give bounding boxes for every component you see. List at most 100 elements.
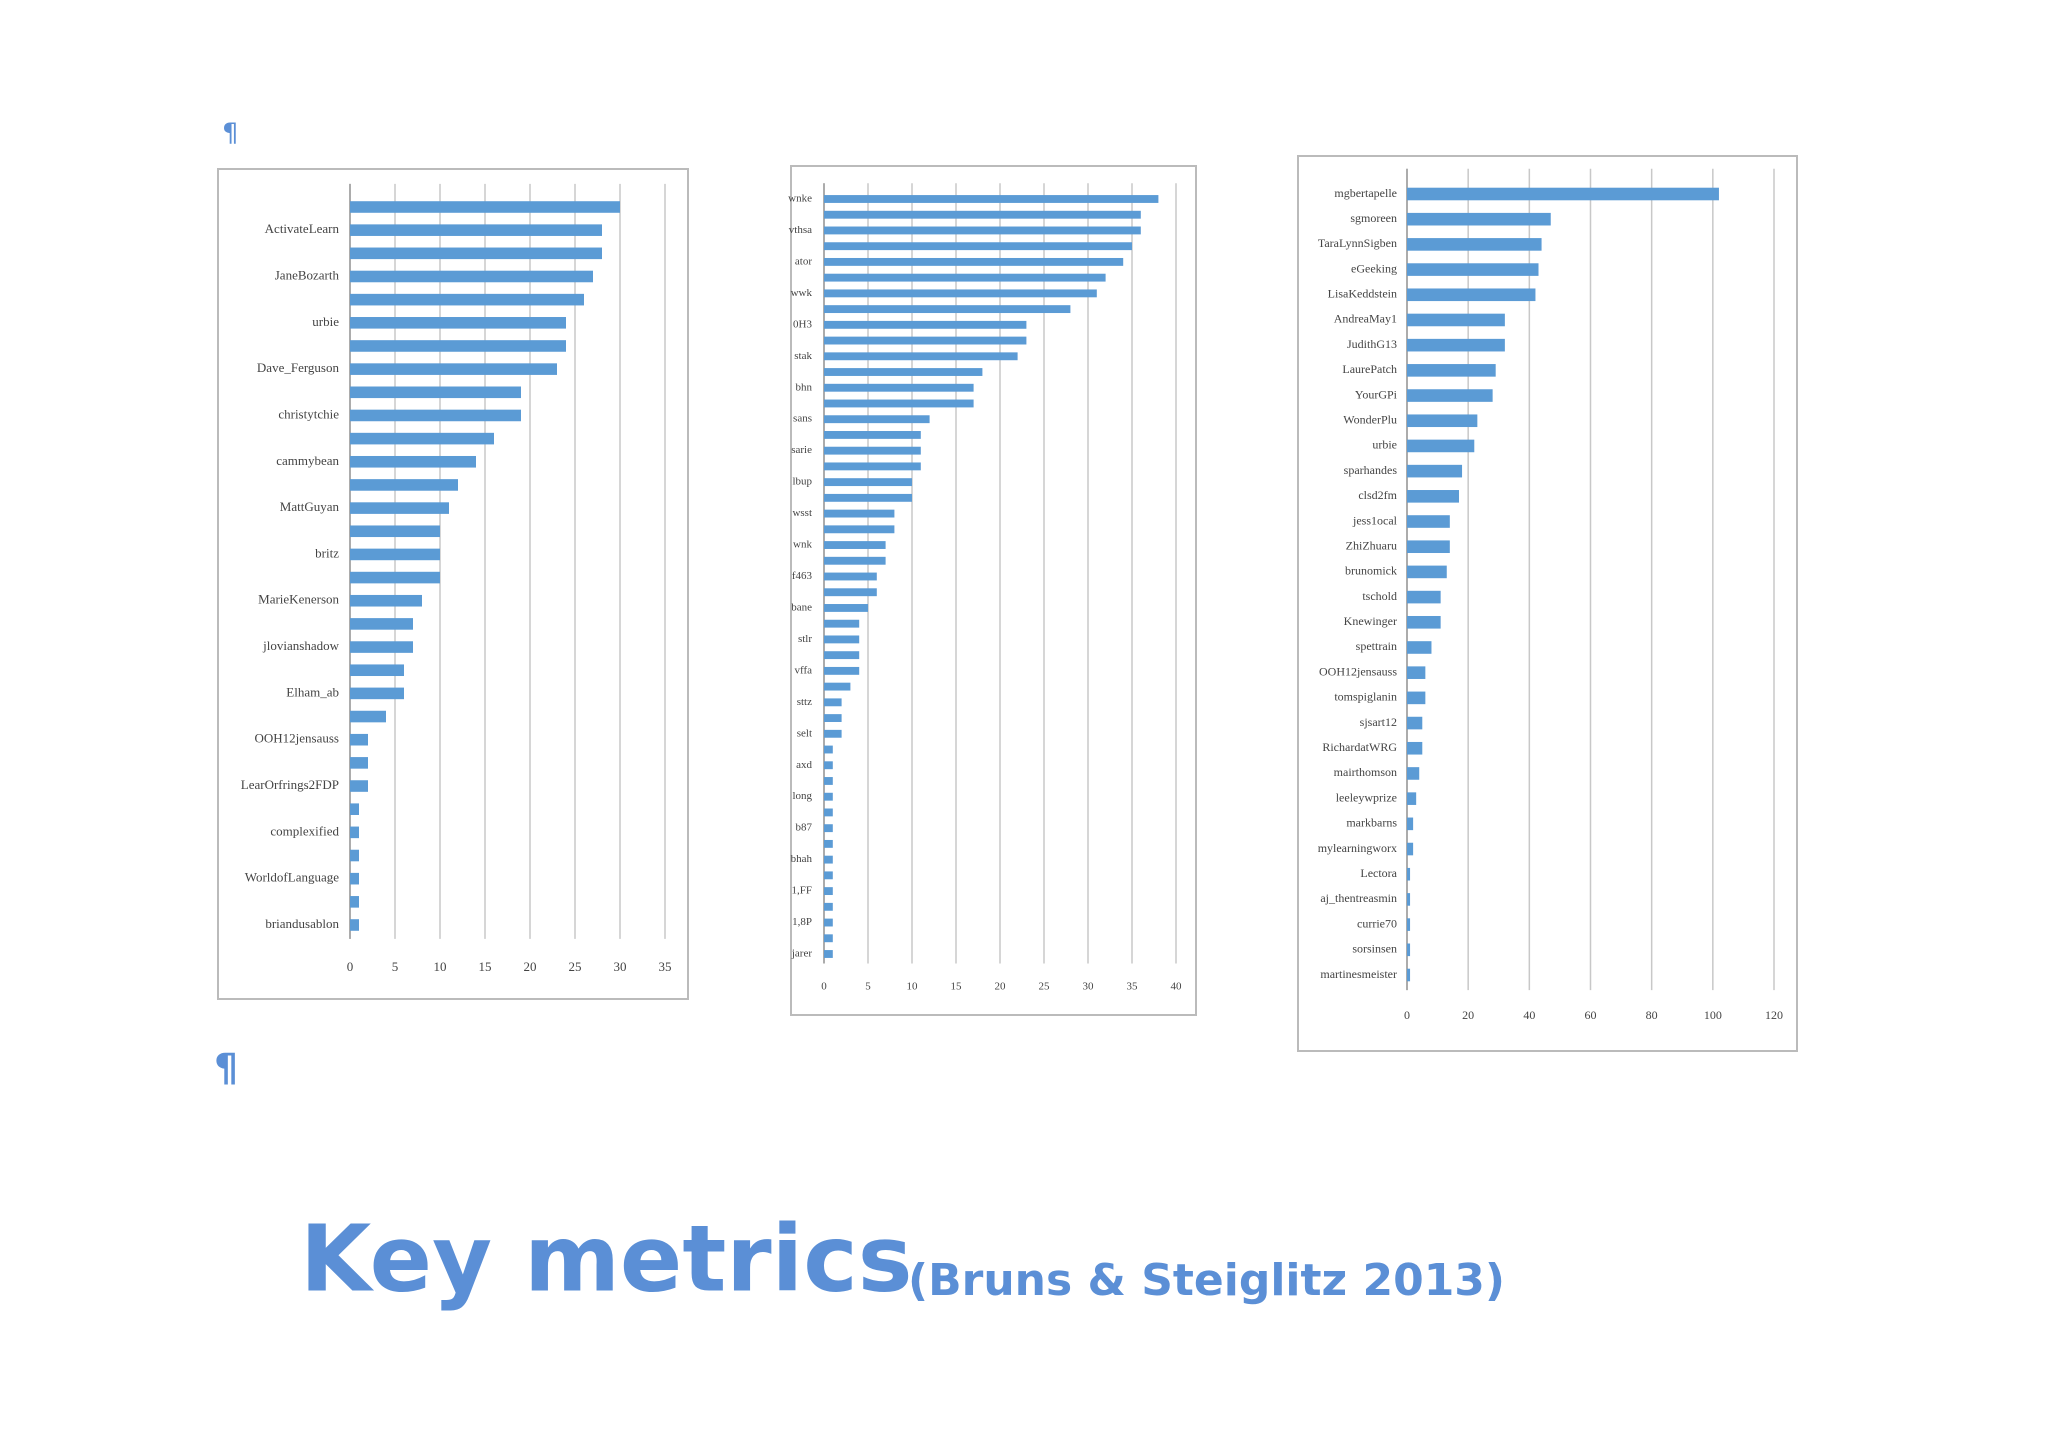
category-label: lbup <box>792 476 812 488</box>
category-label: complexified <box>270 823 339 838</box>
bar <box>1407 615 1441 629</box>
category-label: b87 <box>796 822 813 834</box>
bar <box>824 556 886 565</box>
bar <box>1407 767 1420 780</box>
x-tick-label: 30 <box>1083 981 1095 993</box>
bar <box>350 455 476 468</box>
category-label: 0H3 <box>793 318 812 330</box>
bar <box>824 226 1141 235</box>
category-label: WonderPlu <box>1343 412 1397 426</box>
x-tick-label: 20 <box>524 959 537 974</box>
x-tick-label: 0 <box>1404 1008 1410 1022</box>
x-tick-label: 35 <box>659 959 672 974</box>
bar <box>350 872 359 885</box>
bar <box>350 896 359 908</box>
x-tick-label: 0 <box>821 981 827 993</box>
bar <box>1407 943 1411 957</box>
bar <box>824 902 833 911</box>
bar <box>824 368 983 376</box>
bar <box>1407 364 1496 377</box>
x-tick-label: 40 <box>1523 1008 1535 1022</box>
bar <box>824 588 877 597</box>
bar <box>350 664 404 677</box>
category-label: Elham_ab <box>286 684 339 699</box>
bar <box>824 887 833 896</box>
category-label: markbarns <box>1346 816 1397 830</box>
category-label: briandusablon <box>265 916 339 931</box>
category-label: selt <box>797 727 812 739</box>
bar <box>350 293 584 306</box>
bar <box>350 409 521 422</box>
category-label: LisaKeddstein <box>1328 287 1397 301</box>
category-label: f463 <box>792 570 813 582</box>
category-label: jlovianshadow <box>262 638 339 653</box>
category-label: Dave_Ferguson <box>257 360 340 375</box>
category-label: clsd2fm <box>1358 488 1397 502</box>
category-label: martinesmeister <box>1320 967 1397 981</box>
bar <box>1407 716 1423 730</box>
bar <box>1407 968 1411 982</box>
bar <box>824 525 895 534</box>
bar <box>1407 338 1505 352</box>
bar <box>1407 590 1441 604</box>
category-label: britz <box>315 545 339 560</box>
category-label: leeleywprize <box>1336 790 1397 804</box>
category-label: sttz <box>797 696 812 708</box>
x-tick-label: 60 <box>1585 1008 1597 1022</box>
bar <box>1407 666 1426 679</box>
category-label: bhn <box>796 381 813 393</box>
x-tick-label: 20 <box>995 981 1007 993</box>
bar <box>1407 641 1432 654</box>
bar <box>350 502 449 514</box>
bar <box>350 247 602 260</box>
category-label: sgmoreen <box>1350 211 1397 225</box>
category-label: Knewinger <box>1344 614 1397 628</box>
bar <box>824 210 1141 219</box>
category-label: urbie <box>312 314 339 329</box>
category-label: wwk <box>791 287 813 299</box>
category-label: stlr <box>798 633 812 645</box>
category-label: axd <box>796 759 812 771</box>
x-tick-label: 120 <box>1765 1008 1783 1022</box>
bar <box>824 320 1027 329</box>
category-label: tschold <box>1362 589 1397 603</box>
category-label: 1,8P <box>792 916 812 928</box>
category-label: mgbertapelle <box>1334 186 1397 200</box>
x-tick-label: 10 <box>907 981 919 993</box>
bar <box>350 386 521 399</box>
bar <box>1407 464 1463 478</box>
bar <box>350 594 422 607</box>
category-label: LearOrfrings2FDP <box>241 777 339 792</box>
x-tick-label: 20 <box>1462 1008 1474 1022</box>
bar <box>1407 817 1414 831</box>
bar <box>824 493 912 502</box>
bar <box>824 446 921 455</box>
bar <box>824 352 1018 361</box>
category-label: AndreaMay1 <box>1334 312 1397 326</box>
category-label: sjsart12 <box>1360 715 1397 729</box>
x-tick-label: 35 <box>1127 981 1139 993</box>
bar <box>824 729 842 738</box>
bar <box>824 777 833 785</box>
bar <box>350 641 413 653</box>
bar <box>350 525 440 538</box>
bar <box>824 383 974 392</box>
bar <box>824 431 921 439</box>
category-label: bhah <box>791 853 813 865</box>
category-label: christytchie <box>278 406 339 421</box>
pilcrow: ¶ <box>222 119 239 149</box>
x-tick-label: 5 <box>392 959 399 974</box>
bar <box>1407 490 1459 503</box>
citation: (Bruns & Steiglitz 2013) <box>908 1255 1505 1306</box>
bar <box>1407 842 1414 856</box>
category-label: aj_thentreasmin <box>1320 891 1397 905</box>
category-label: stak <box>794 350 812 362</box>
bar <box>824 918 833 927</box>
category-label: Lectora <box>1360 866 1397 880</box>
category-label: ZhiZhuaru <box>1346 538 1397 552</box>
bar <box>824 871 833 880</box>
bar <box>350 317 566 329</box>
category-label: jess1ocal <box>1352 513 1398 527</box>
bar <box>824 698 842 707</box>
